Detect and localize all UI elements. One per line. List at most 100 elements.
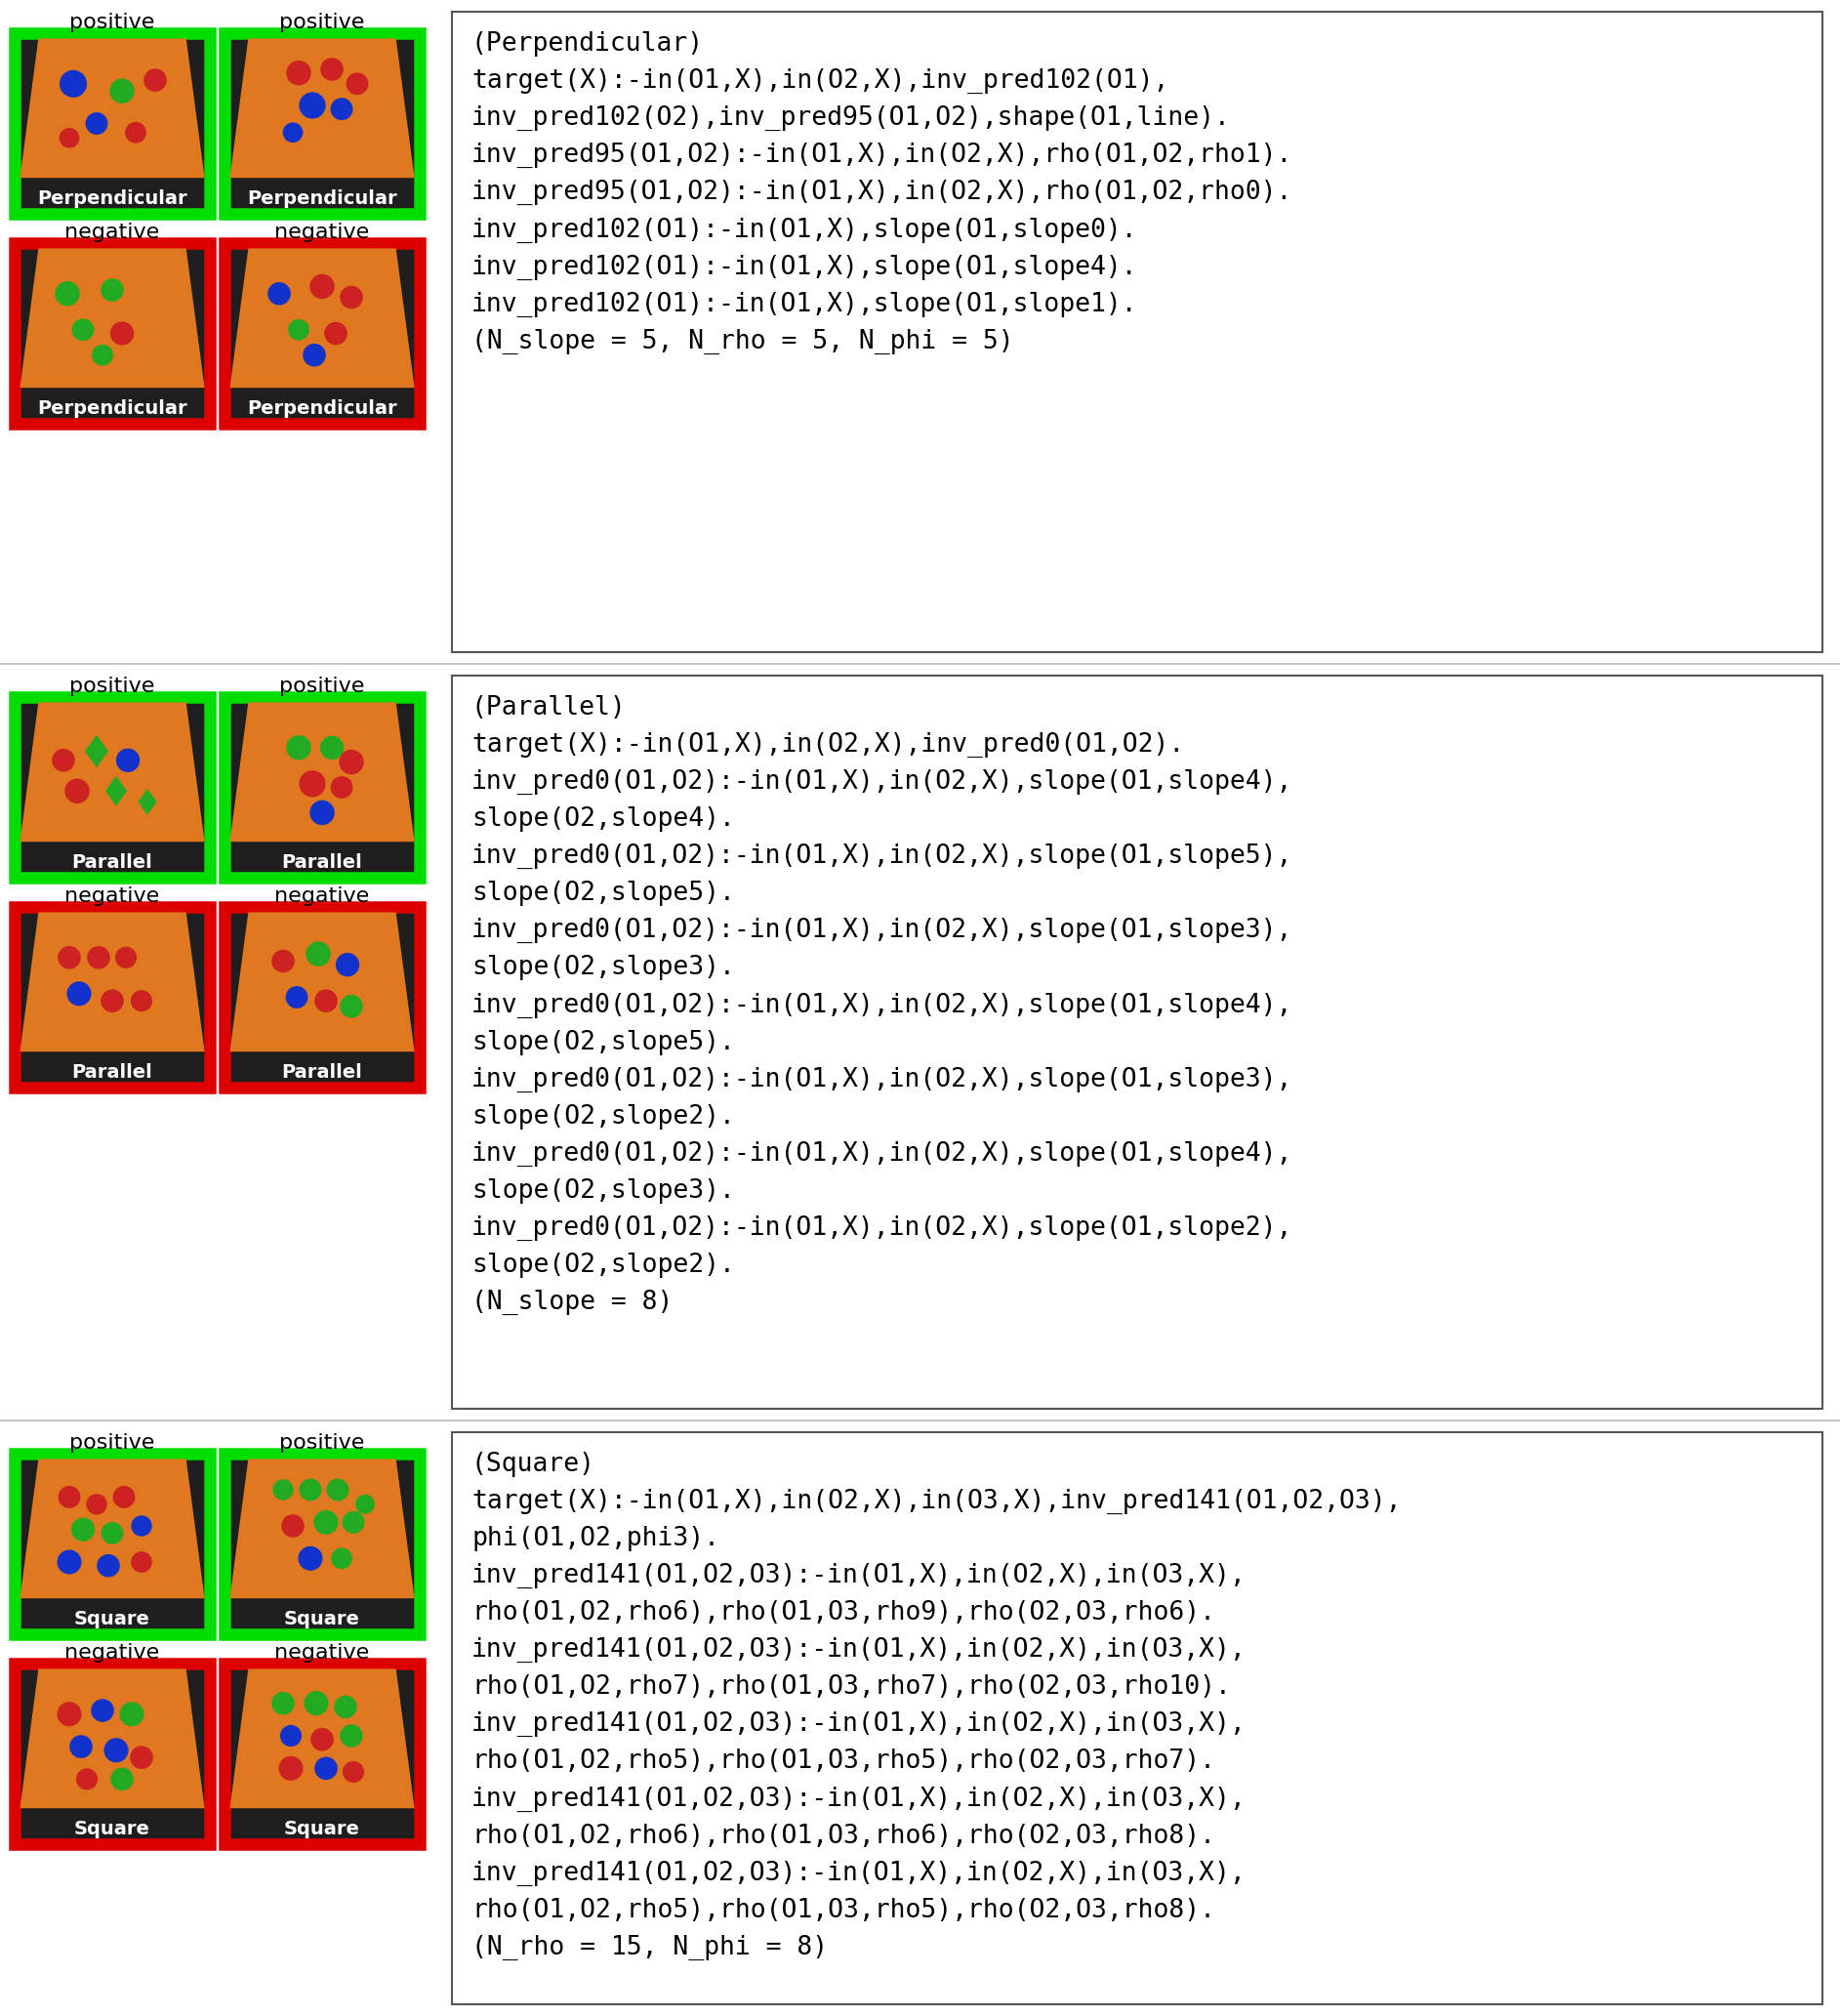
Circle shape <box>101 1522 123 1544</box>
Circle shape <box>274 1480 293 1500</box>
Text: negative: negative <box>274 1643 370 1663</box>
Circle shape <box>92 345 112 365</box>
Circle shape <box>344 1762 364 1782</box>
Polygon shape <box>230 248 414 387</box>
Text: Perpendicular: Perpendicular <box>37 190 188 208</box>
Circle shape <box>131 990 151 1010</box>
Text: Parallel: Parallel <box>282 1062 362 1081</box>
Circle shape <box>282 1516 304 1536</box>
Circle shape <box>307 941 329 966</box>
Circle shape <box>61 129 79 147</box>
Circle shape <box>116 750 140 772</box>
Circle shape <box>311 1728 333 1750</box>
Polygon shape <box>230 1669 414 1808</box>
Circle shape <box>110 323 132 345</box>
Circle shape <box>131 1746 153 1768</box>
Text: Perpendicular: Perpendicular <box>37 399 188 417</box>
Circle shape <box>110 79 134 103</box>
Bar <box>15 698 210 877</box>
Polygon shape <box>138 788 156 814</box>
Bar <box>224 32 420 214</box>
Circle shape <box>287 986 307 1008</box>
Polygon shape <box>230 911 414 1052</box>
Circle shape <box>59 948 81 968</box>
Text: Square: Square <box>74 1609 151 1629</box>
Circle shape <box>66 780 88 802</box>
Circle shape <box>114 1486 134 1508</box>
Circle shape <box>105 1738 127 1762</box>
Circle shape <box>101 990 123 1012</box>
Circle shape <box>269 282 291 304</box>
Circle shape <box>335 1695 357 1718</box>
Polygon shape <box>85 734 109 768</box>
Polygon shape <box>20 38 204 177</box>
Bar <box>15 244 210 423</box>
Text: (Square)
target(X):-in(O1,X),in(O2,X),in(O3,X),inv_pred141(O1,O2,O3),
phi(O1,O2,: (Square) target(X):-in(O1,X),in(O2,X),in… <box>471 1452 1402 1960</box>
Circle shape <box>120 1704 144 1726</box>
Circle shape <box>357 1496 374 1514</box>
Circle shape <box>287 60 311 85</box>
Circle shape <box>326 323 346 345</box>
Circle shape <box>315 990 337 1012</box>
Circle shape <box>272 1693 294 1714</box>
Circle shape <box>144 69 166 91</box>
Circle shape <box>125 123 145 143</box>
Circle shape <box>340 750 362 774</box>
Text: Parallel: Parallel <box>72 1062 153 1081</box>
Circle shape <box>315 1510 337 1534</box>
Bar <box>15 32 210 214</box>
Text: positive: positive <box>280 12 364 32</box>
Circle shape <box>92 1699 114 1722</box>
Circle shape <box>132 1516 151 1536</box>
Text: Parallel: Parallel <box>72 853 153 871</box>
Circle shape <box>340 286 362 308</box>
Polygon shape <box>20 248 204 387</box>
Circle shape <box>315 1758 337 1780</box>
Text: Perpendicular: Perpendicular <box>247 190 397 208</box>
Circle shape <box>61 71 86 97</box>
Circle shape <box>342 1512 364 1532</box>
Polygon shape <box>20 1460 204 1599</box>
Polygon shape <box>20 702 204 843</box>
Circle shape <box>72 319 94 341</box>
Bar <box>224 244 420 423</box>
Circle shape <box>77 1770 98 1790</box>
Circle shape <box>320 58 342 81</box>
Circle shape <box>287 736 311 760</box>
Circle shape <box>298 1546 322 1570</box>
Circle shape <box>72 1518 94 1540</box>
Bar <box>224 1454 420 1635</box>
Polygon shape <box>230 38 414 177</box>
Text: Perpendicular: Perpendicular <box>247 399 397 417</box>
Bar <box>224 907 420 1087</box>
Text: positive: positive <box>280 1433 364 1454</box>
Circle shape <box>280 1756 302 1780</box>
Circle shape <box>328 1480 348 1500</box>
Circle shape <box>55 282 79 304</box>
Bar <box>453 12 1822 651</box>
Circle shape <box>300 770 326 796</box>
Text: Square: Square <box>283 1820 361 1839</box>
Circle shape <box>337 954 359 976</box>
Text: positive: positive <box>70 12 155 32</box>
Circle shape <box>59 1486 79 1508</box>
Circle shape <box>57 1704 81 1726</box>
Circle shape <box>305 1691 328 1716</box>
Bar <box>15 1454 210 1635</box>
Polygon shape <box>20 1669 204 1808</box>
Circle shape <box>331 1548 351 1568</box>
Text: negative: negative <box>274 887 370 905</box>
Text: negative: negative <box>64 887 160 905</box>
Text: (Perpendicular)
target(X):-in(O1,X),in(O2,X),inv_pred102(O1),
inv_pred102(O2),in: (Perpendicular) target(X):-in(O1,X),in(O… <box>471 30 1294 355</box>
Bar <box>15 1663 210 1845</box>
Circle shape <box>331 99 351 119</box>
Circle shape <box>300 93 326 119</box>
Text: (Parallel)
target(X):-in(O1,X),in(O2,X),inv_pred0(O1,O2).
inv_pred0(O1,O2):-in(O: (Parallel) target(X):-in(O1,X),in(O2,X),… <box>471 696 1294 1314</box>
Text: positive: positive <box>70 1433 155 1454</box>
Text: negative: negative <box>64 1643 160 1663</box>
Circle shape <box>289 321 309 341</box>
Polygon shape <box>230 1460 414 1599</box>
Circle shape <box>340 1726 362 1746</box>
Circle shape <box>320 736 342 758</box>
Circle shape <box>70 1736 92 1758</box>
